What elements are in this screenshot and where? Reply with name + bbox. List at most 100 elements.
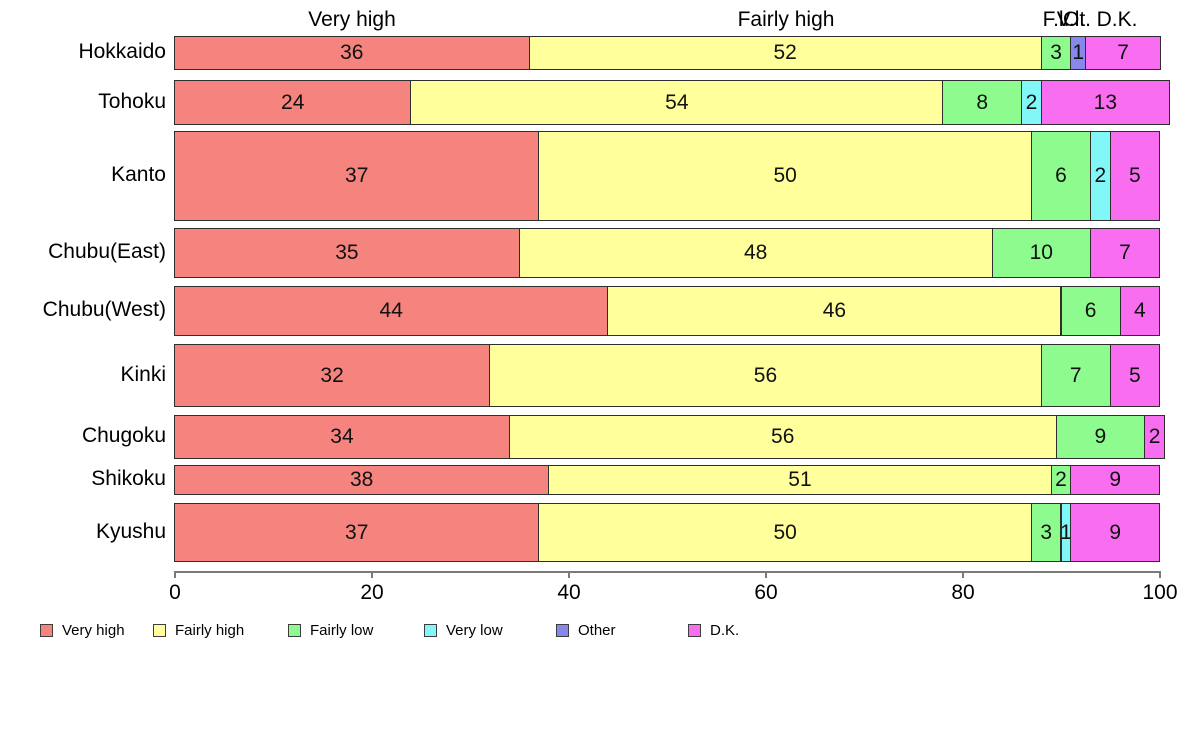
segment-value: 1 — [1060, 520, 1072, 544]
segment-value: 9 — [1109, 520, 1121, 544]
bar-segment: 2 — [1144, 415, 1165, 459]
segment-value: 36 — [340, 41, 364, 64]
x-axis-tick-label: 0 — [169, 581, 181, 604]
segment-value: 8 — [976, 90, 989, 114]
segment-value: 6 — [1055, 164, 1067, 187]
segment-value: 52 — [773, 41, 797, 64]
segment-value: 13 — [1093, 90, 1117, 114]
bar-segment: 5 — [1109, 344, 1160, 407]
category-label: Shikoku — [91, 467, 166, 490]
legend-swatch — [153, 624, 166, 637]
legend-swatch — [288, 624, 301, 637]
bar-segment: 7 — [1085, 36, 1161, 70]
category-label: Kinki — [120, 362, 166, 386]
segment-value: 46 — [822, 299, 847, 322]
x-axis-tick-label: 80 — [951, 581, 975, 604]
legend-item: Very low — [424, 622, 503, 639]
column-header: V.l. — [1056, 8, 1086, 31]
segment-value: 37 — [345, 164, 369, 187]
segment-value: 10 — [1029, 241, 1053, 264]
category-label: Chugoku — [81, 424, 166, 447]
bar-segment: 56 — [489, 344, 1042, 407]
segment-value: 3 — [1050, 41, 1062, 64]
legend-label: Very low — [446, 622, 503, 639]
legend-label: Fairly low — [310, 622, 374, 639]
legend-swatch — [40, 624, 53, 637]
bar-segment: 3 — [1030, 503, 1062, 562]
bar-segment: 9 — [1070, 503, 1160, 562]
segment-value: 6 — [1084, 299, 1097, 322]
segment-value: 7 — [1117, 41, 1129, 64]
bar-segment: 50 — [538, 503, 1032, 562]
bar-segment: 9 — [1070, 465, 1160, 495]
bar-segment: 52 — [528, 36, 1042, 70]
bar-segment: 7 — [1090, 228, 1160, 278]
x-axis-line — [174, 571, 1161, 573]
legend-item: Fairly low — [288, 622, 373, 639]
legend-item: Other — [556, 622, 616, 639]
x-axis-tick-label: 100 — [1142, 581, 1178, 604]
segment-value: 48 — [743, 241, 768, 264]
segment-value: 2 — [1055, 468, 1067, 491]
segment-value: 56 — [753, 363, 778, 387]
category-label: Tohoku — [98, 89, 166, 113]
segment-value: 50 — [773, 164, 797, 187]
legend-label: Very high — [62, 622, 125, 639]
segment-value: 5 — [1129, 164, 1141, 187]
segment-value: 7 — [1119, 241, 1131, 264]
bar-segment: 6 — [1060, 286, 1121, 336]
bar-segment: 44 — [174, 286, 609, 336]
x-axis-tick — [371, 571, 373, 578]
segment-value: 2 — [1025, 90, 1038, 114]
bar-segment: 37 — [174, 131, 540, 221]
bar-segment: 51 — [548, 465, 1052, 495]
segment-value: 7 — [1069, 363, 1082, 387]
category-label: Kanto — [111, 163, 166, 186]
segment-value: 9 — [1109, 468, 1121, 491]
bar-segment: 7 — [1040, 344, 1111, 407]
bar-segment: 24 — [174, 80, 412, 125]
bar-segment: 36 — [174, 36, 530, 70]
segment-value: 44 — [379, 299, 403, 322]
segment-value: 34 — [330, 425, 354, 448]
segment-value: 2 — [1148, 425, 1161, 448]
bar-segment: 6 — [1030, 131, 1092, 221]
bar-segment: 38 — [174, 465, 550, 495]
column-header: F.l. — [1042, 8, 1070, 31]
segment-value: 32 — [320, 363, 344, 387]
segment-value: 9 — [1094, 425, 1107, 448]
bar-segment: 34 — [174, 415, 510, 459]
segment-value: 56 — [771, 425, 795, 448]
category-label: Hokkaido — [78, 40, 166, 63]
x-axis-tick — [962, 571, 964, 578]
bar-segment: 2 — [1021, 80, 1042, 125]
segment-value: 54 — [665, 90, 689, 114]
bar-segment: 54 — [410, 80, 944, 125]
legend-label: D.K. — [710, 622, 740, 639]
bar-segment: 1 — [1070, 36, 1087, 70]
category-label: Chubu(East) — [48, 240, 166, 263]
segment-value: 4 — [1133, 299, 1146, 322]
segment-value: 38 — [349, 468, 374, 491]
segment-value: 1 — [1072, 41, 1085, 64]
legend-swatch — [556, 624, 569, 637]
bar-segment: 50 — [538, 131, 1032, 221]
x-axis-tick — [1159, 571, 1161, 578]
legend-swatch — [424, 624, 437, 637]
segment-value: 2 — [1094, 164, 1107, 187]
legend-swatch — [688, 624, 701, 637]
bar-segment: 3 — [1040, 36, 1072, 70]
x-axis-tick-label: 60 — [754, 581, 778, 604]
legend-label: Other — [578, 622, 616, 639]
segment-value: 50 — [773, 520, 797, 544]
bar-segment: 8 — [942, 80, 1023, 125]
bar-segment: 37 — [174, 503, 540, 562]
segment-value: 5 — [1129, 363, 1141, 387]
x-axis-tick-label: 40 — [557, 581, 581, 604]
category-label: Chubu(West) — [42, 298, 166, 321]
column-header: Ot. — [1062, 8, 1092, 31]
x-axis-tick — [174, 571, 176, 578]
segment-value: 35 — [335, 241, 359, 264]
column-header: D.K. — [1096, 8, 1138, 31]
